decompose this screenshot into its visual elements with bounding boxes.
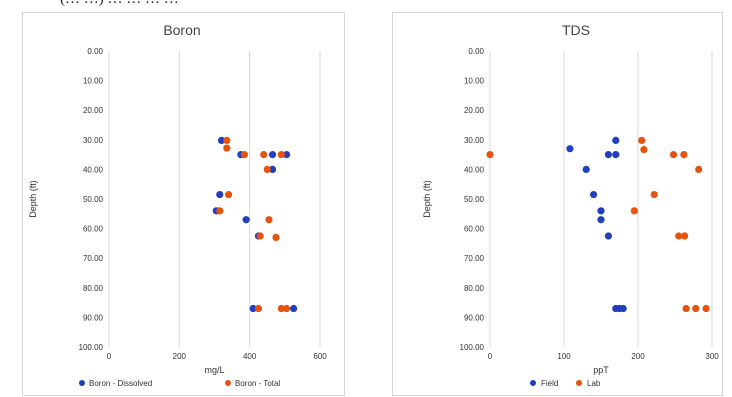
boron-point-series-2 bbox=[277, 304, 285, 313]
tds-x-tick-label: 200 bbox=[631, 352, 645, 361]
boron-y-tick-label: 40.00 bbox=[83, 165, 104, 174]
boron-y-tick-label: 80.00 bbox=[83, 284, 104, 293]
tds-y-tick-label: 70.00 bbox=[464, 254, 485, 263]
header-fragment-text: (… …) … … … … bbox=[60, 0, 179, 8]
tds-point-series-2 bbox=[638, 136, 646, 144]
tds-point-series-2 bbox=[680, 151, 688, 159]
tds-legend-marker bbox=[530, 380, 536, 386]
boron-point-series-1 bbox=[249, 304, 257, 313]
tds-y-tick-label: 50.00 bbox=[464, 195, 485, 204]
tds-point-series-2 bbox=[630, 207, 638, 215]
tds-point-series-2 bbox=[681, 232, 689, 240]
tds-point-series-1 bbox=[612, 151, 620, 159]
tds-y-tick-label: 90.00 bbox=[464, 313, 485, 322]
tds-point-series-1 bbox=[597, 207, 605, 215]
boron-point-series-2 bbox=[260, 151, 268, 159]
tds-point-series-1 bbox=[566, 145, 574, 153]
tds-x-tick-label: 100 bbox=[557, 352, 571, 361]
boron-point-series-2 bbox=[256, 232, 264, 240]
tds-y-tick-label: 10.00 bbox=[464, 77, 485, 86]
boron-y-tick-label: 10.00 bbox=[83, 77, 104, 86]
boron-point-series-1 bbox=[290, 304, 298, 313]
tds-point-series-2 bbox=[702, 304, 710, 313]
boron-chart-title: Boron bbox=[163, 22, 200, 38]
boron-point-series-2 bbox=[216, 207, 224, 215]
boron-y-tick-label: 60.00 bbox=[83, 225, 104, 234]
boron-y-tick-label: 70.00 bbox=[83, 254, 104, 263]
tds-point-series-1 bbox=[597, 216, 605, 224]
boron-point-series-1 bbox=[216, 190, 224, 199]
tds-y-tick-label: 0.00 bbox=[468, 47, 484, 56]
boron-legend-marker bbox=[79, 380, 85, 386]
boron-legend-marker bbox=[225, 380, 231, 386]
tds-legend-label: Lab bbox=[587, 379, 601, 388]
boron-y-tick-label: 90.00 bbox=[83, 313, 104, 322]
tds-chart-panel: TDS 0 100 200 300 0.00 10.00 20.00 30.00 40.00 50.… bbox=[392, 12, 723, 396]
tds-y-tick-label: 100.00 bbox=[460, 343, 485, 352]
boron-point-series-2 bbox=[272, 233, 280, 242]
tds-legend-marker bbox=[576, 380, 582, 386]
boron-y-tick-label: 20.00 bbox=[83, 106, 104, 115]
header-fragment: (… …) … … … … bbox=[0, 0, 732, 12]
boron-y-tick-label: 100.00 bbox=[79, 343, 104, 352]
tds-point-series-1 bbox=[604, 151, 612, 159]
tds-point-series-1 bbox=[604, 232, 612, 240]
boron-y-tick-label: 30.00 bbox=[83, 136, 104, 145]
tds-x-axis-label: ppT bbox=[593, 365, 609, 375]
boron-point-series-2 bbox=[282, 304, 291, 313]
tds-x-tick-label: 300 bbox=[705, 352, 719, 361]
tds-y-tick-label: 60.00 bbox=[464, 225, 485, 234]
tds-point-series-2 bbox=[682, 304, 690, 313]
boron-x-axis-label: mg/L bbox=[204, 365, 224, 375]
boron-point-series-1 bbox=[242, 216, 250, 224]
boron-x-tick-label: 600 bbox=[313, 352, 327, 361]
tds-point-series-2 bbox=[486, 151, 494, 159]
boron-x-tick-label: 200 bbox=[173, 352, 187, 361]
boron-y-axis-label: Depth (ft) bbox=[28, 180, 38, 218]
boron-point-series-2 bbox=[254, 304, 263, 313]
boron-x-tick-label: 0 bbox=[107, 352, 112, 361]
boron-legend-label: Boron - Total bbox=[235, 379, 280, 388]
tds-point-series-1 bbox=[619, 304, 627, 313]
tds-point-series-1 bbox=[612, 136, 620, 144]
tds-y-tick-label: 40.00 bbox=[464, 165, 485, 174]
boron-point-series-2 bbox=[265, 216, 273, 224]
tds-y-tick-label: 80.00 bbox=[464, 284, 485, 293]
boron-y-tick-label: 50.00 bbox=[83, 195, 104, 204]
tds-point-series-2 bbox=[640, 145, 648, 154]
boron-point-series-1 bbox=[268, 165, 277, 173]
tds-point-series-1 bbox=[582, 165, 590, 173]
tds-point-series-2 bbox=[675, 232, 683, 240]
tds-point-series-2 bbox=[695, 165, 703, 173]
tds-point-series-2 bbox=[650, 190, 658, 199]
boron-point-series-1 bbox=[268, 151, 277, 159]
boron-point-series-2 bbox=[277, 151, 285, 159]
tds-point-series-2 bbox=[692, 304, 700, 313]
tds-x-tick-label: 0 bbox=[488, 352, 493, 361]
tds-point-series-1 bbox=[590, 190, 598, 199]
tds-chart: TDS 0 100 200 300 0.00 10.00 20.00 30.00 40.00 50.… bbox=[422, 22, 719, 388]
tds-chart-title: TDS bbox=[562, 22, 590, 38]
boron-chart: Boron 0 200 400 600 0.00 10.00 20.00 30.00 40.00 5… bbox=[28, 22, 327, 388]
boron-chart-panel: Boron 0 200 400 600 0.00 10.00 20.00 30.00 40.00 5… bbox=[22, 12, 345, 396]
tds-y-tick-label: 20.00 bbox=[464, 106, 485, 115]
boron-legend-label: Boron - Dissolved bbox=[89, 379, 152, 388]
tds-y-axis-label: Depth (ft) bbox=[422, 180, 432, 218]
boron-y-tick-label: 0.00 bbox=[87, 47, 103, 56]
boron-point-series-1 bbox=[282, 151, 291, 159]
boron-point-series-1 bbox=[217, 136, 226, 144]
tds-point-series-2 bbox=[669, 151, 678, 159]
boron-point-series-2 bbox=[240, 151, 248, 159]
tds-y-tick-label: 30.00 bbox=[464, 136, 485, 145]
tds-legend-label: Field bbox=[541, 379, 558, 388]
boron-point-series-2 bbox=[263, 165, 271, 173]
boron-point-series-2 bbox=[224, 190, 233, 199]
boron-x-tick-label: 400 bbox=[243, 352, 257, 361]
boron-point-series-2 bbox=[223, 144, 231, 152]
boron-point-series-2 bbox=[223, 136, 231, 144]
